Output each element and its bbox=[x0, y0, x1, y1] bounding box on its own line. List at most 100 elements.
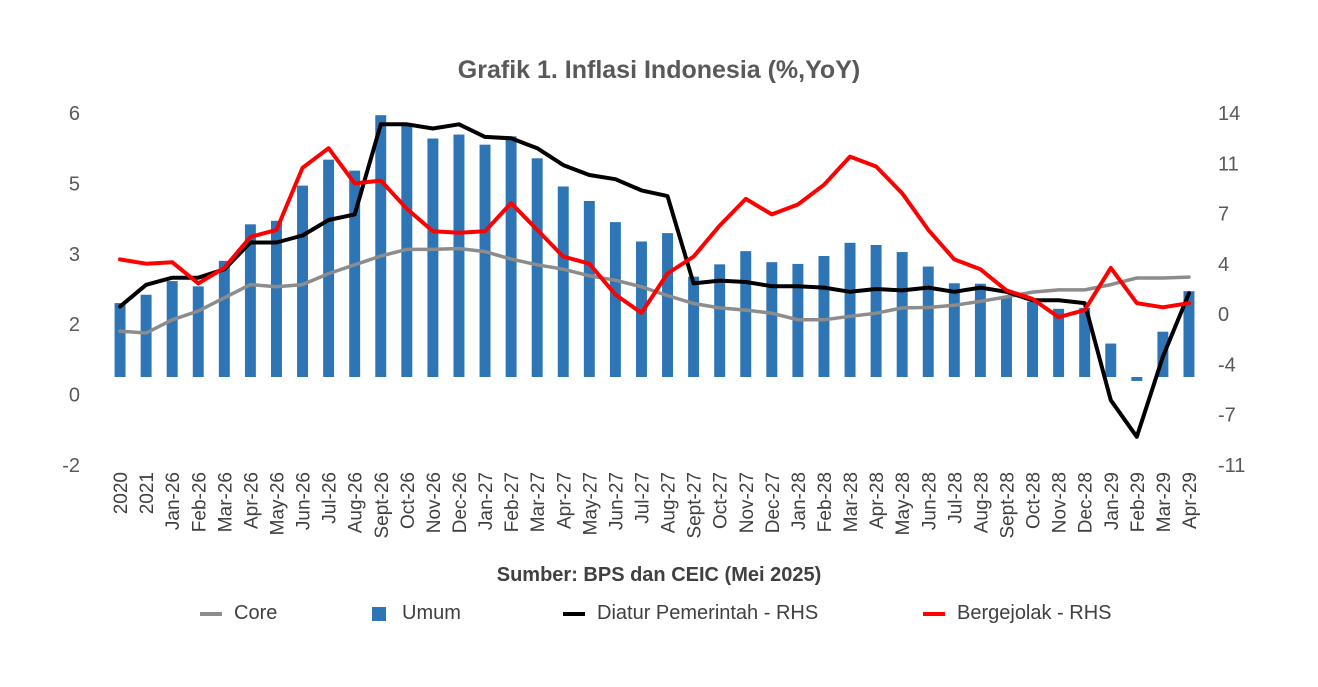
bar-umum-Jun-28 bbox=[922, 266, 934, 377]
x-tick-label: Mar-27 bbox=[528, 472, 549, 532]
x-tick-label: 2021 bbox=[137, 472, 158, 514]
y-right-tick-label: 11 bbox=[1218, 153, 1239, 175]
legend-label-bergejolak: Bergejolak - RHS bbox=[957, 602, 1112, 624]
x-tick-label: Jan-29 bbox=[1102, 472, 1123, 530]
x-tick-label: Dec-27 bbox=[763, 472, 784, 533]
bar-umum-Sept-27 bbox=[688, 276, 700, 377]
bar-umum-May-27 bbox=[583, 201, 595, 377]
x-tick-label: Mar-29 bbox=[1154, 472, 1175, 532]
x-tick-label: Nov-28 bbox=[1050, 472, 1071, 533]
bar-umum-Apr-29 bbox=[1183, 291, 1195, 377]
legend-swatch-umum bbox=[372, 606, 386, 621]
bar-umum-May-28 bbox=[896, 252, 908, 377]
bar-umum-Mar-27 bbox=[531, 158, 543, 377]
y-left-tick-label: 0 bbox=[69, 385, 80, 407]
legend-item-diatur: Diatur Pemerintah - RHS bbox=[563, 602, 818, 625]
chart-source: Sumber: BPS dan CEIC (Mei 2025) bbox=[496, 564, 822, 586]
x-tick-label: Jul-28 bbox=[945, 472, 966, 524]
line-bergejolak-rhs bbox=[118, 146, 1191, 320]
x-tick-label: Sept-26 bbox=[372, 472, 393, 539]
y-left-tick-label: 2 bbox=[69, 314, 80, 336]
x-tick-label: May-26 bbox=[267, 472, 288, 535]
y-right-tick-label: 0 bbox=[1218, 304, 1229, 326]
x-tick-label: Jul-26 bbox=[320, 472, 341, 524]
bar-umum-Aug-26 bbox=[349, 170, 361, 377]
y-right-tick-label: 4 bbox=[1218, 254, 1229, 276]
legend-label-core: Core bbox=[234, 602, 278, 624]
x-tick-label: Apr-28 bbox=[867, 472, 888, 529]
x-tick-label: Sept-27 bbox=[685, 472, 706, 539]
x-tick-label: Jun-27 bbox=[606, 472, 627, 530]
bar-umum-Nov-28 bbox=[1053, 308, 1065, 377]
y-right-tick-label: 14 bbox=[1218, 103, 1240, 125]
x-tick-label: Sept-28 bbox=[997, 472, 1018, 539]
x-tick-label: Aug-26 bbox=[346, 472, 367, 533]
y-left-tick-label: -2 bbox=[62, 455, 80, 477]
bar-umum-Jan-29 bbox=[1105, 343, 1117, 377]
bar-umum-Sept-26 bbox=[375, 115, 387, 377]
bar-umum-Jun-26 bbox=[297, 185, 309, 377]
bar-umum-Mar-28 bbox=[844, 242, 856, 377]
x-tick-label: Mar-28 bbox=[841, 472, 862, 532]
y-right-tick-label: 7 bbox=[1218, 204, 1229, 226]
line-series bbox=[118, 122, 1191, 439]
legend-item-core: Core bbox=[200, 602, 277, 625]
chart-title: Grafik 1. Inflasi Indonesia (%,YoY) bbox=[457, 56, 861, 84]
bar-umum-Jan-27 bbox=[479, 144, 491, 377]
legend-swatch-core bbox=[200, 611, 222, 616]
x-tick-label: Apr-27 bbox=[554, 472, 575, 529]
bar-umum-Jul-28 bbox=[948, 283, 960, 377]
y-left-tick-label: 5 bbox=[69, 173, 80, 195]
x-tick-label: Jan-28 bbox=[789, 472, 810, 530]
x-tick-label: Jun-26 bbox=[294, 472, 315, 530]
bar-umum-Feb-26 bbox=[192, 286, 204, 377]
bar-umum-Nov-26 bbox=[427, 138, 439, 377]
x-tick-label: Oct-26 bbox=[398, 472, 419, 529]
bar-umum-Oct-28 bbox=[1027, 301, 1039, 377]
bar-umum-Dec-26 bbox=[453, 134, 465, 377]
legend-swatch-diatur bbox=[563, 611, 585, 616]
legend-label-umum: Umum bbox=[402, 602, 461, 624]
bar-umum-Aug-28 bbox=[974, 283, 986, 377]
bar-umum-Jan-26 bbox=[166, 281, 178, 377]
bar-umum-May-26 bbox=[270, 220, 282, 377]
bar-series-umum bbox=[114, 115, 1195, 381]
bar-umum-Nov-27 bbox=[740, 251, 752, 377]
x-tick-label: Feb-29 bbox=[1128, 472, 1149, 532]
x-tick-label: Feb-26 bbox=[189, 472, 210, 532]
x-tick-label: Nov-26 bbox=[424, 472, 445, 533]
x-tick-label: Nov-27 bbox=[737, 472, 758, 533]
bar-umum-2020 bbox=[114, 303, 126, 377]
x-tick-label: Apr-26 bbox=[241, 472, 262, 529]
y-right-tick-label: -7 bbox=[1218, 405, 1236, 427]
legend-label-diatur: Diatur Pemerintah - RHS bbox=[597, 602, 819, 624]
y-left-tick-label: 6 bbox=[69, 103, 80, 125]
bar-umum-Feb-28 bbox=[818, 256, 830, 377]
x-tick-label: Oct-28 bbox=[1024, 472, 1045, 529]
bar-umum-Apr-26 bbox=[244, 224, 256, 377]
x-tick-label: Dec-26 bbox=[450, 472, 471, 533]
bar-umum-Jun-27 bbox=[609, 222, 621, 377]
x-tick-label: May-27 bbox=[580, 472, 601, 535]
x-tick-label: Oct-27 bbox=[711, 472, 732, 529]
x-tick-label: Aug-27 bbox=[659, 472, 680, 533]
x-tick-label: May-28 bbox=[893, 472, 914, 535]
x-tick-label: Feb-27 bbox=[502, 472, 523, 532]
bar-umum-Jul-26 bbox=[323, 159, 335, 377]
x-tick-label: Aug-28 bbox=[971, 472, 992, 533]
bar-umum-Dec-27 bbox=[766, 262, 778, 377]
x-tick-label: Jul-27 bbox=[632, 472, 653, 524]
bar-umum-Oct-26 bbox=[401, 125, 413, 377]
bar-umum-Jul-27 bbox=[635, 241, 647, 377]
x-tick-label: Jun-28 bbox=[919, 472, 940, 530]
legend-item-bergejolak: Bergejolak - RHS bbox=[923, 602, 1112, 625]
x-tick-label: Jan-26 bbox=[163, 472, 184, 530]
bar-umum-Oct-27 bbox=[714, 264, 726, 377]
x-tick-label: Mar-26 bbox=[215, 472, 236, 532]
chart-legend: Core Umum Diatur Pemerintah - RHS Bergej… bbox=[0, 602, 1318, 630]
legend-swatch-bergejolak bbox=[923, 611, 945, 616]
y-right-tick-label: -4 bbox=[1218, 354, 1236, 376]
x-tick-label: Dec-28 bbox=[1076, 472, 1097, 533]
bar-umum-Apr-27 bbox=[557, 186, 569, 377]
